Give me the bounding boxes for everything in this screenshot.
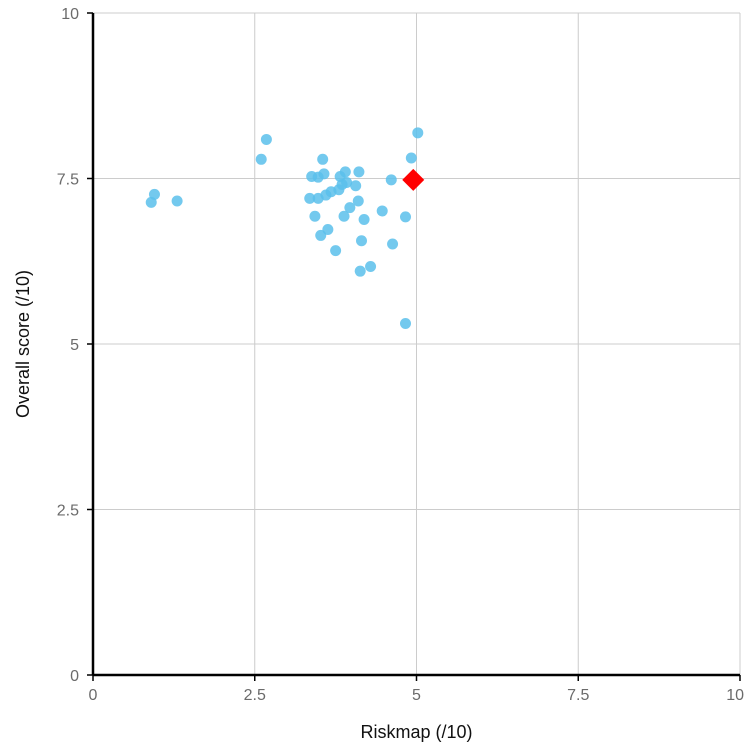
data-point: [171, 195, 183, 207]
data-point: [255, 153, 267, 165]
data-point: [365, 261, 377, 273]
data-point: [344, 202, 356, 214]
data-point: [330, 245, 342, 257]
data-point: [400, 211, 412, 223]
tick-labels: 0 2.5 5 7.5 10 0 2.5 5 7.5 10: [57, 6, 744, 704]
x-tick-label: 5: [412, 687, 421, 704]
data-point: [356, 235, 368, 247]
data-point: [318, 168, 330, 180]
x-tick-label: 0: [89, 687, 98, 704]
y-tick-label: 0: [70, 668, 79, 685]
highlight-point: [402, 168, 425, 191]
data-point: [412, 127, 424, 139]
data-point: [385, 174, 397, 186]
data-point: [148, 188, 160, 200]
data-point: [304, 192, 316, 204]
data-point: [400, 317, 412, 329]
x-tick-label: 10: [726, 687, 744, 704]
data-point: [376, 205, 388, 217]
y-tick-label: 10: [61, 6, 79, 23]
data-point: [339, 166, 351, 178]
data-point: [309, 210, 321, 222]
data-point: [354, 265, 366, 277]
data-point: [338, 210, 350, 222]
data-point: [405, 152, 417, 164]
data-point: [260, 133, 272, 145]
data-point: [358, 214, 370, 226]
data-point: [352, 195, 364, 207]
y-axis-title: Overall score (/10): [13, 270, 33, 418]
data-point: [387, 238, 399, 250]
y-tick-label: 7.5: [57, 172, 79, 189]
x-axis-title: Riskmap (/10): [360, 722, 472, 742]
axes: [87, 12, 741, 681]
data-point: [341, 176, 353, 188]
y-tick-label: 5: [70, 337, 79, 354]
data-points: [145, 127, 425, 329]
data-point: [350, 180, 362, 192]
y-tick-label: 2.5: [57, 503, 79, 520]
grid-lines: [93, 12, 741, 675]
data-point: [353, 166, 365, 178]
x-tick-label: 2.5: [244, 687, 266, 704]
x-tick-label: 7.5: [567, 687, 589, 704]
data-point: [322, 223, 334, 235]
data-point: [317, 153, 329, 165]
